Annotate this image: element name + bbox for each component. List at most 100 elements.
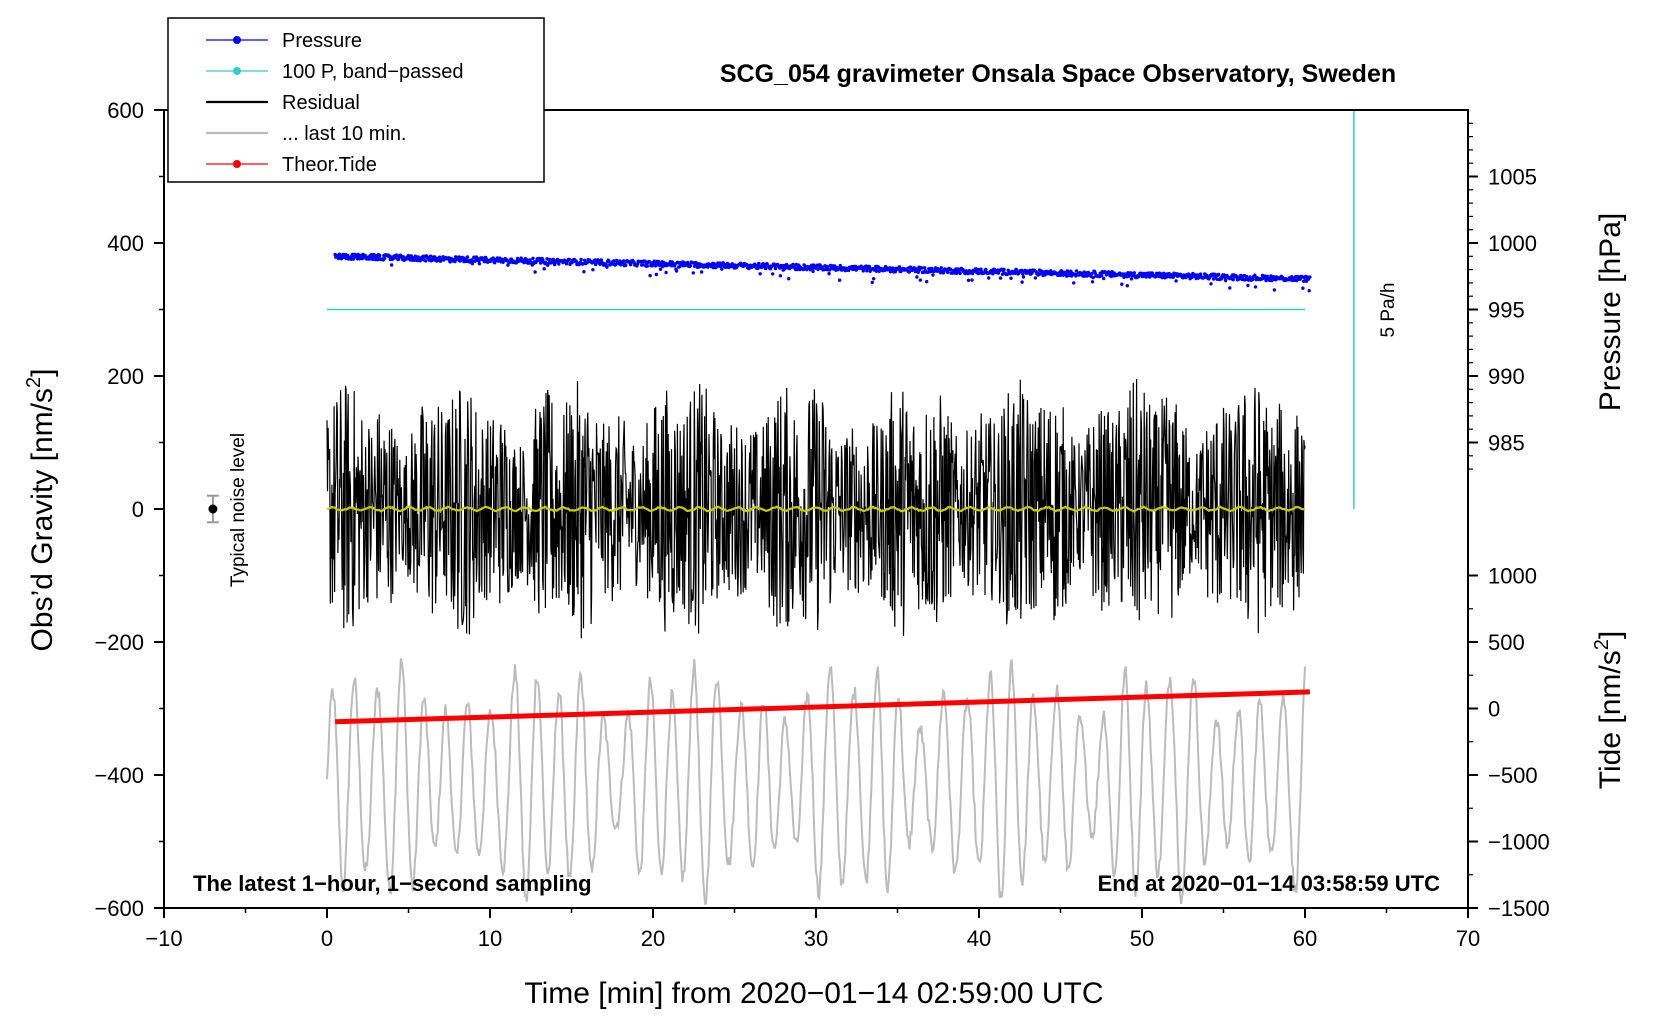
pressure-point [1020, 280, 1024, 284]
pressure-point [1308, 275, 1312, 279]
pressure-point [870, 280, 874, 285]
pressure-point [1198, 272, 1203, 276]
pressure-point [428, 254, 433, 258]
x-tick-label: −10 [145, 926, 182, 951]
pressure-point [1174, 279, 1178, 283]
pressure-point [931, 273, 935, 277]
pressure-point [861, 269, 865, 273]
pressure-point [607, 259, 611, 264]
pressure-point [531, 256, 535, 260]
footer-sampling-note: The latest 1−hour, 1−second sampling [193, 871, 592, 896]
noise-level-marker [206, 494, 219, 524]
pressure-point [1212, 277, 1216, 281]
pressure-point [612, 259, 616, 263]
pressure-tick-label: 1005 [1488, 165, 1537, 190]
legend: Pressure 100 P, band−passed Residual ... la… [167, 17, 545, 183]
pressure-point [771, 272, 775, 276]
y-tick-label: 0 [132, 497, 144, 522]
legend-label: Residual [282, 92, 360, 114]
pressure-point [998, 276, 1003, 280]
pressure-point [1307, 289, 1311, 293]
pressure-point [1144, 275, 1148, 279]
pressure-point [837, 278, 842, 282]
pressure-point [1120, 282, 1124, 286]
rate-marker-label: 5 Pa/h [1378, 283, 1399, 338]
pressure-point [648, 273, 652, 278]
x-tick-label: 40 [967, 926, 991, 951]
pressure-point [915, 275, 919, 279]
pressure-point [1272, 288, 1277, 292]
pressure-point [533, 270, 537, 274]
pressure-point [820, 265, 824, 269]
pressure-point [1253, 285, 1258, 289]
noise-level-label: Typical noise level [228, 433, 249, 587]
pressure-point [778, 274, 783, 278]
pressure-point [688, 264, 693, 268]
pressure-point [874, 269, 879, 273]
pressure-point [1125, 284, 1130, 288]
x-tick-label: 20 [641, 926, 665, 951]
pressure-point [1244, 274, 1249, 279]
pressure-point [827, 271, 831, 276]
pressure-point [720, 267, 724, 271]
legend-label: Pressure [282, 30, 362, 52]
pressure-point [787, 277, 791, 281]
pressure-point [920, 266, 924, 270]
pressure-point [658, 267, 663, 271]
pressure-point [1093, 271, 1098, 275]
pressure-point [907, 270, 911, 274]
pressure-point [932, 269, 936, 274]
pressure-point [759, 265, 764, 270]
pressure-point [897, 265, 902, 269]
x-axis-label: Time [min] from 2020−01−14 02:59:00 UTC [524, 977, 1103, 1010]
pressure-point [918, 278, 923, 282]
tide-tick-label: 500 [1488, 630, 1525, 655]
pressure-point [371, 257, 375, 261]
pressure-point [838, 263, 842, 268]
footer-end-time: End at 2020−01−14 03:58:59 UTC [1098, 871, 1441, 896]
pressure-point [635, 262, 640, 266]
pressure-point [1021, 275, 1026, 279]
y-tick-label: −200 [94, 630, 144, 655]
x-tick-label: 30 [804, 926, 828, 951]
pressure-point [654, 272, 658, 277]
tide-tick-label: −1500 [1488, 896, 1550, 921]
pressure-point [925, 279, 929, 284]
pressure-point [438, 255, 442, 259]
pressure-point [664, 270, 668, 275]
pressure-point [336, 256, 341, 261]
pressure-point [872, 277, 876, 281]
pressure-point [1074, 269, 1079, 273]
pressure-point [567, 257, 571, 262]
pressure-point [643, 259, 647, 263]
pressure-point [745, 263, 749, 267]
pressure-point [574, 259, 578, 263]
pressure-point [922, 266, 927, 270]
pressure-point [1228, 286, 1232, 290]
pressure-point [958, 271, 962, 276]
series-pressure-points [333, 252, 1312, 293]
tide-tick-label: −500 [1488, 763, 1538, 788]
pressure-point [758, 272, 762, 276]
pressure-point [1102, 276, 1106, 281]
legend-label: Theor.Tide [282, 154, 377, 176]
pressure-point [773, 266, 778, 271]
legend-swatch-dot [233, 160, 241, 168]
pressure-point [1090, 272, 1094, 276]
pressure-point [645, 264, 649, 268]
y-tick-label: −600 [94, 896, 144, 921]
pressure-point [1216, 272, 1221, 277]
pressure-point [621, 259, 626, 263]
tide-tick-label: 1000 [1488, 564, 1537, 589]
series-last-10-min-line [326, 658, 1306, 906]
pressure-point [1248, 275, 1252, 279]
legend-label: ... last 10 min. [282, 123, 407, 145]
pressure-point [979, 267, 983, 271]
pressure-tick-label: 990 [1488, 364, 1525, 389]
pressure-point [757, 261, 761, 266]
pressure-point [674, 269, 679, 273]
pressure-point [557, 262, 561, 266]
pressure-point [1033, 276, 1038, 280]
pressure-point [811, 269, 815, 274]
